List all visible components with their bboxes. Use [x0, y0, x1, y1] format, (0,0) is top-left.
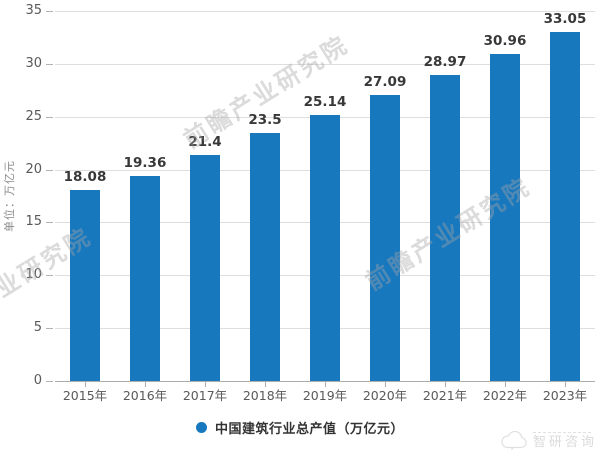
y-tick-label: 25 — [25, 108, 42, 124]
y-tick-label: 35 — [25, 3, 42, 18]
bar-value-label: 18.08 — [63, 168, 107, 185]
x-axis-label: 2016年 — [122, 388, 168, 403]
bar-2023年 — [550, 31, 580, 381]
legend-marker-icon — [195, 422, 207, 433]
y-tick — [46, 116, 53, 118]
x-axis-label: 2020年 — [362, 388, 408, 403]
gridline — [55, 63, 595, 65]
x-axis-label: 2017年 — [182, 388, 228, 403]
bar-2020年 — [370, 94, 400, 381]
y-tick-label: 15 — [25, 214, 42, 230]
x-axis-label: 2022年 — [482, 388, 528, 403]
x-axis-label: 2023年 — [542, 388, 588, 403]
x-tick — [145, 382, 146, 387]
y-tick — [46, 169, 53, 171]
y-tick — [46, 328, 53, 330]
gridline — [55, 11, 595, 12]
corner-logo-divider — [532, 431, 591, 433]
bar-value-label: 27.09 — [363, 73, 407, 90]
bar-2015年 — [70, 189, 100, 381]
y-tick-label: 10 — [25, 267, 42, 283]
bar-2021年 — [430, 74, 460, 381]
x-tick — [85, 382, 86, 387]
x-axis-label: 2019年 — [302, 388, 348, 403]
x-axis-line — [55, 381, 595, 382]
x-tick — [505, 382, 506, 387]
legend: 中国建筑行业总产值（万亿元） — [0, 418, 600, 437]
bar-value-label: 28.97 — [423, 53, 467, 70]
x-tick — [565, 382, 566, 387]
y-tick-label: 0 — [33, 373, 42, 388]
corner-logo-textcol: 智研咨询 — [532, 431, 597, 450]
y-tick — [46, 11, 53, 12]
bar-value-label: 19.36 — [123, 155, 167, 172]
x-tick — [445, 382, 446, 387]
bar-value-label: 33.05 — [543, 10, 587, 27]
y-tick — [46, 381, 53, 382]
x-tick — [385, 382, 386, 387]
bar-2019年 — [310, 115, 340, 381]
x-axis-label: 2021年 — [422, 388, 468, 403]
y-tick — [46, 275, 53, 277]
corner-logo-text: 智研咨询 — [532, 434, 597, 450]
x-tick — [265, 382, 266, 387]
y-tick-label: 20 — [25, 161, 42, 177]
y-tick — [46, 63, 53, 65]
bar-value-label: 30.96 — [483, 32, 527, 49]
bar-2018年 — [250, 132, 280, 381]
x-axis-label: 2015年 — [62, 388, 108, 403]
y-tick-label: 5 — [33, 320, 42, 336]
x-tick — [205, 382, 206, 387]
bar-2016年 — [130, 176, 160, 381]
y-tick-label: 30 — [25, 55, 42, 71]
y-tick — [46, 222, 53, 224]
x-axis-label: 2018年 — [242, 388, 288, 403]
bar-2017年 — [190, 154, 220, 381]
bar-value-label: 25.14 — [303, 94, 347, 111]
corner-logo: 智研咨询 — [500, 431, 597, 450]
bar-value-label: 21.4 — [188, 133, 222, 150]
cloud-icon — [500, 431, 528, 450]
legend-label: 中国建筑行业总产值（万亿元） — [214, 422, 404, 437]
bar-2022年 — [490, 53, 520, 381]
bar-value-label: 23.5 — [248, 111, 282, 128]
x-tick — [325, 382, 326, 387]
